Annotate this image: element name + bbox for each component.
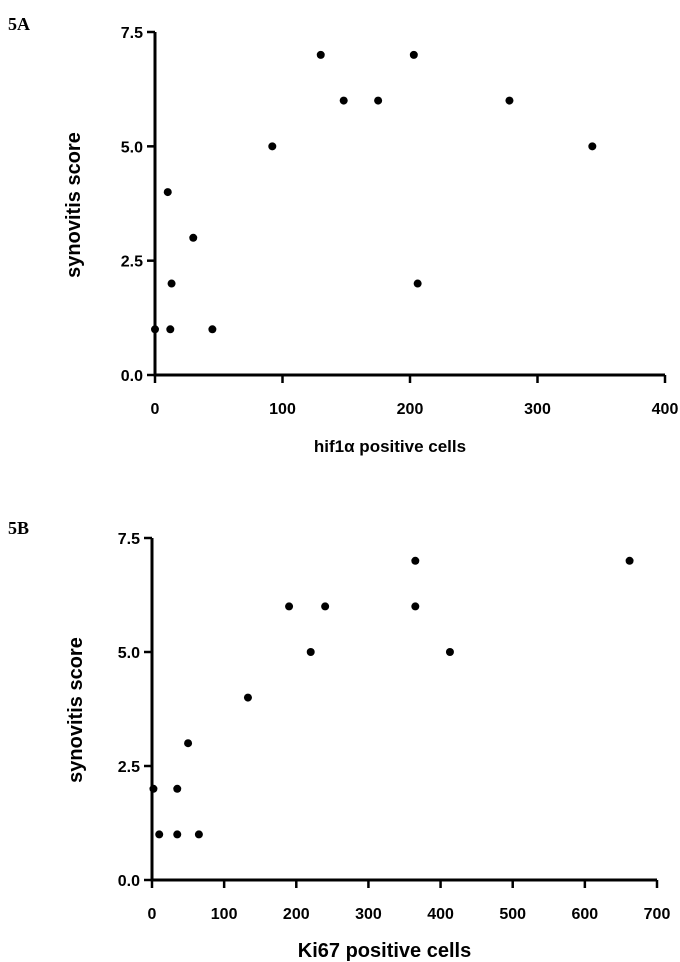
x-tick-label: 600 xyxy=(572,906,599,923)
panel-label-5a: 5A xyxy=(8,14,30,34)
panel-label-5b: 5B xyxy=(8,518,30,538)
y-axis-title: synovitis score xyxy=(63,132,85,278)
data-point xyxy=(316,50,325,59)
x-tick-label: 0 xyxy=(148,906,157,923)
y-tick-label: 5.0 xyxy=(121,139,143,156)
data-point xyxy=(173,784,182,793)
data-point xyxy=(243,693,252,702)
data-point xyxy=(413,279,422,288)
x-tick-label: 300 xyxy=(355,906,382,923)
data-point xyxy=(173,830,182,839)
data-point xyxy=(167,279,176,288)
data-point xyxy=(155,830,164,839)
data-point xyxy=(321,602,330,611)
y-tick-label: 0.0 xyxy=(118,873,140,890)
x-tick-label: 200 xyxy=(397,401,424,418)
data-point xyxy=(339,96,348,105)
x-axis-title: hif1α positive cells xyxy=(314,437,466,456)
data-point xyxy=(285,602,294,611)
y-tick-label: 0.0 xyxy=(121,368,143,385)
x-tick-label: 100 xyxy=(211,906,238,923)
data-point xyxy=(625,556,634,565)
x-tick-label: 400 xyxy=(427,906,454,923)
x-tick-label: 500 xyxy=(499,906,526,923)
data-point xyxy=(149,784,158,793)
data-point xyxy=(411,556,420,565)
data-point xyxy=(166,325,175,334)
data-point xyxy=(588,142,597,151)
data-point xyxy=(306,648,315,656)
y-tick-label: 7.5 xyxy=(121,25,143,42)
y-tick-label: 2.5 xyxy=(118,759,140,776)
data-point xyxy=(409,50,418,59)
y-axis-title: synovitis score xyxy=(65,637,87,783)
chart-5b: 0 100 200 300 400 500 600 700 0.0 2.5 5.0 7.5 Ki67 p… xyxy=(65,531,670,962)
data-point xyxy=(189,233,198,242)
x-tick-label: 200 xyxy=(283,906,310,923)
y-tick-label: 2.5 xyxy=(121,254,143,271)
chart-5a: 0 100 200 300 400 0.0 2.5 5.0 7.5 hif1α positive … xyxy=(63,25,678,456)
data-point xyxy=(268,142,277,151)
data-point xyxy=(445,648,454,656)
x-tick-label: 300 xyxy=(524,401,551,418)
data-point xyxy=(151,325,159,334)
x-tick-label: 100 xyxy=(269,401,296,418)
data-point xyxy=(184,739,193,748)
data-point xyxy=(374,96,383,105)
y-tick-label: 5.0 xyxy=(118,645,140,662)
x-tick-label: 700 xyxy=(644,906,671,923)
data-point xyxy=(505,96,514,105)
data-point xyxy=(411,602,420,611)
y-tick-label: 7.5 xyxy=(118,531,140,548)
x-tick-label: 0 xyxy=(151,401,160,418)
data-point xyxy=(163,188,172,197)
x-tick-label: 400 xyxy=(652,401,679,418)
data-point xyxy=(208,325,217,334)
x-axis-title: Ki67 positive cells xyxy=(298,940,471,962)
data-point xyxy=(194,830,203,839)
